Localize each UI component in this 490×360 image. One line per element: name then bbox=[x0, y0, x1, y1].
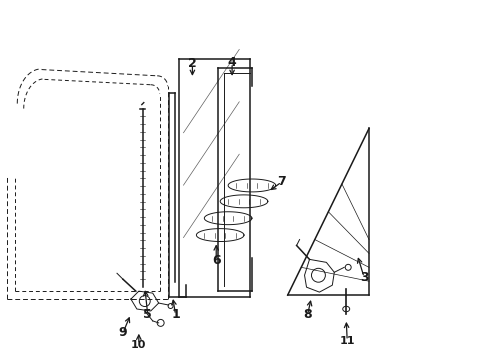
Text: 9: 9 bbox=[119, 326, 127, 339]
Text: 7: 7 bbox=[277, 175, 286, 189]
Text: 11: 11 bbox=[340, 336, 355, 346]
Text: 6: 6 bbox=[212, 254, 220, 267]
Text: 10: 10 bbox=[131, 340, 147, 350]
Text: 2: 2 bbox=[188, 57, 197, 71]
Text: 8: 8 bbox=[303, 309, 312, 321]
Text: 5: 5 bbox=[144, 309, 152, 321]
Text: 4: 4 bbox=[228, 57, 237, 69]
Text: 3: 3 bbox=[360, 271, 368, 284]
Text: 1: 1 bbox=[171, 309, 180, 321]
